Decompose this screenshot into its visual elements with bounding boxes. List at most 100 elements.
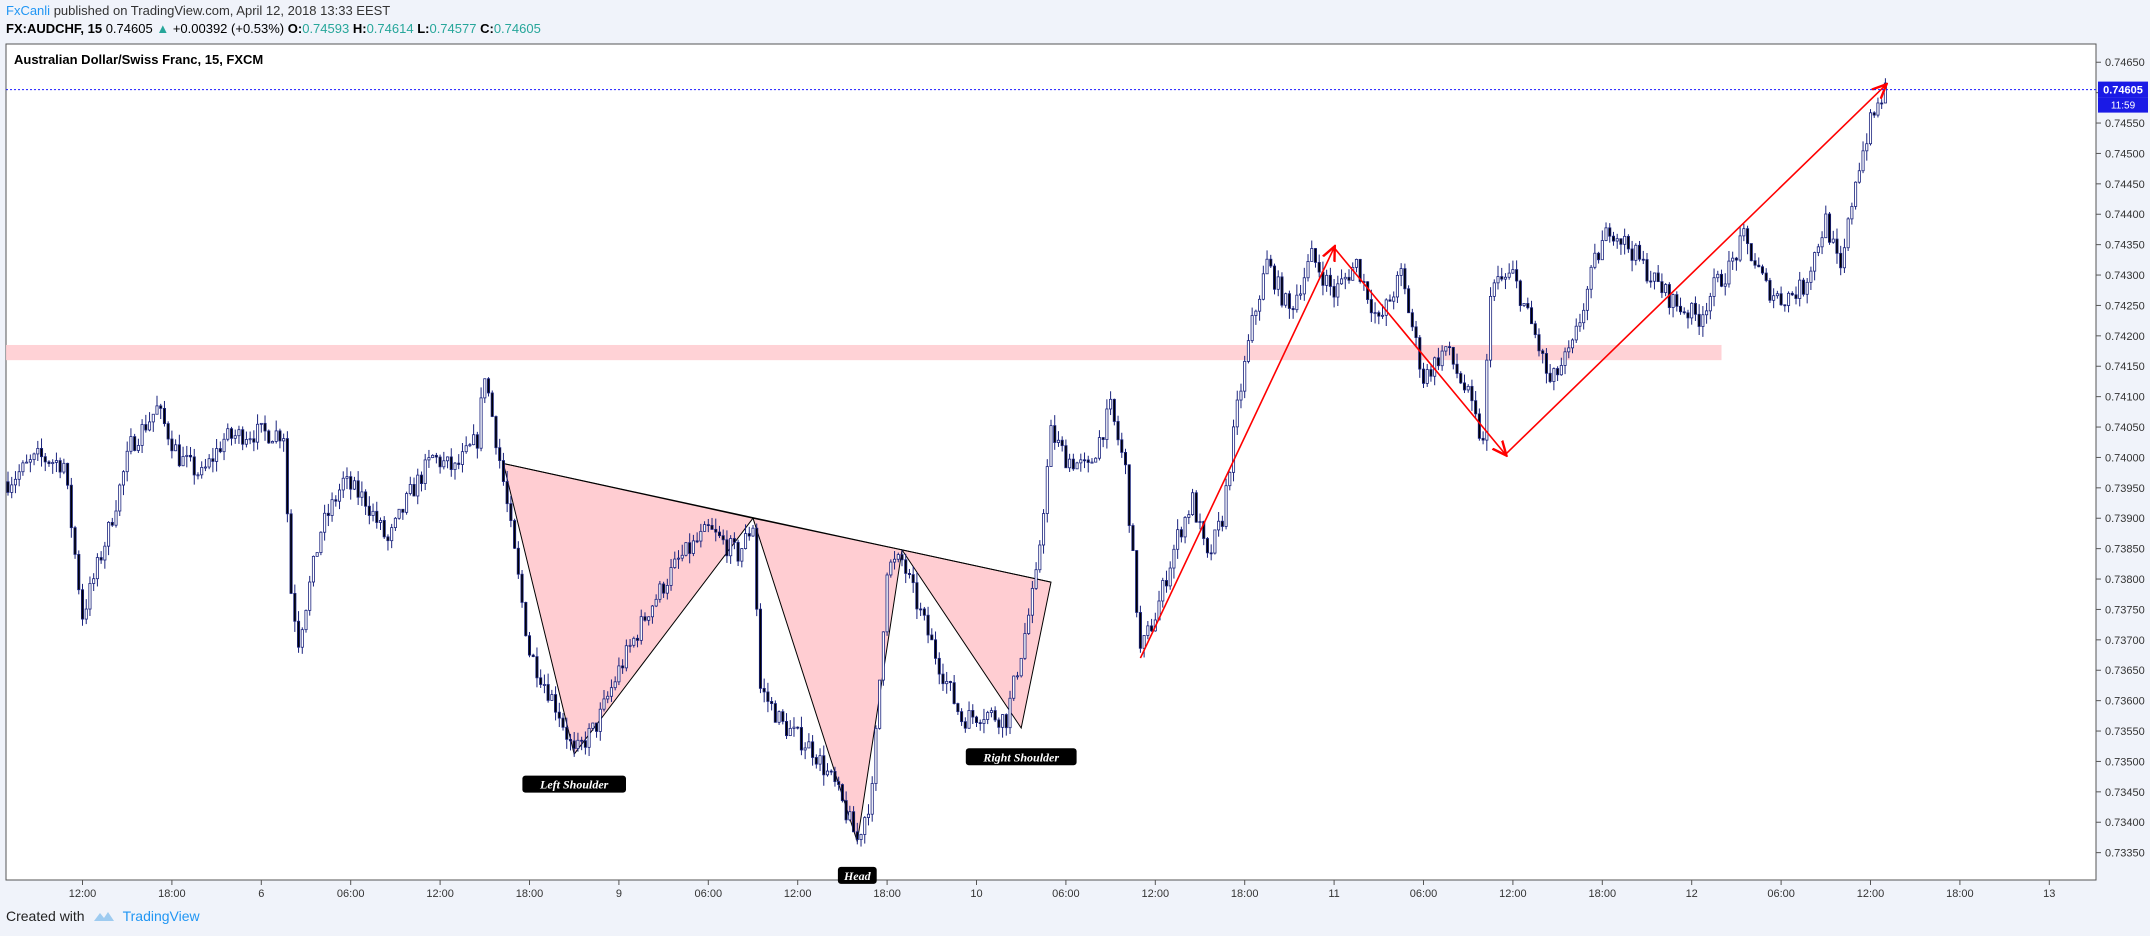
- candle: [643, 612, 647, 622]
- candle: [822, 745, 826, 786]
- candle: [703, 521, 707, 532]
- candle: [1746, 225, 1750, 255]
- candle: [583, 731, 587, 755]
- candle: [1772, 288, 1776, 309]
- candle: [811, 735, 815, 766]
- candle-body: [1205, 538, 1209, 554]
- candle: [941, 663, 945, 691]
- candle: [226, 423, 230, 442]
- candle: [1552, 367, 1556, 391]
- candle: [1209, 544, 1213, 561]
- x-tick-label: 06:00: [1052, 888, 1080, 900]
- candle-body: [1083, 459, 1087, 462]
- candle-body: [1232, 426, 1236, 473]
- candle: [1801, 277, 1805, 297]
- candle-body: [1064, 445, 1068, 469]
- candle: [1232, 419, 1236, 482]
- candle-body: [1459, 373, 1463, 384]
- candle-body: [285, 438, 289, 515]
- candle: [1481, 431, 1485, 445]
- candle: [1399, 263, 1403, 287]
- candle-body: [1239, 390, 1243, 401]
- candle: [863, 816, 867, 844]
- candle-body: [1842, 247, 1846, 269]
- candle: [744, 524, 748, 550]
- candle: [1012, 675, 1016, 701]
- candle-body: [1060, 439, 1064, 447]
- candle-body: [911, 574, 915, 584]
- candle: [1023, 622, 1027, 661]
- y-tick-label: 0.73450: [2105, 787, 2145, 799]
- candle: [1045, 459, 1049, 523]
- candle-body: [811, 741, 815, 758]
- candle-body: [1857, 170, 1861, 183]
- candle: [1522, 303, 1526, 308]
- candle: [1347, 269, 1351, 284]
- y-tick-label: 0.74200: [2105, 331, 2145, 343]
- x-tick-label: 13: [2043, 888, 2055, 900]
- candle-body: [1880, 102, 1884, 105]
- candle: [345, 467, 349, 490]
- candle-body: [1090, 461, 1094, 464]
- candle-body: [818, 755, 822, 765]
- candle-body: [1261, 273, 1265, 300]
- candle-body: [1589, 266, 1593, 290]
- candle: [13, 471, 17, 494]
- candle-body: [323, 512, 327, 533]
- candle: [844, 791, 848, 824]
- candle-body: [218, 448, 222, 453]
- candle: [162, 400, 166, 427]
- candle-body: [796, 726, 800, 729]
- y-tick-label: 0.74300: [2105, 270, 2145, 282]
- candle-body: [580, 739, 584, 742]
- candle: [1332, 278, 1336, 308]
- candle-body: [1641, 258, 1645, 261]
- candle: [1734, 256, 1738, 271]
- candle-body: [609, 687, 613, 697]
- tradingview-brand-link[interactable]: TradingView: [122, 908, 200, 924]
- author-link[interactable]: FxCanli: [6, 3, 51, 18]
- candle: [1135, 550, 1139, 618]
- candle-body: [241, 429, 245, 445]
- candle: [770, 697, 774, 711]
- candle: [1299, 284, 1303, 300]
- candle: [1191, 488, 1195, 516]
- candle: [896, 552, 900, 563]
- resistance-zone: [6, 344, 1722, 361]
- candle-body: [1567, 347, 1571, 353]
- candle: [43, 452, 47, 472]
- candle: [1842, 238, 1846, 273]
- candle-body: [1429, 369, 1433, 377]
- candle-body: [1142, 635, 1146, 649]
- candle-body: [501, 460, 505, 482]
- candle: [215, 438, 219, 472]
- candle-body: [628, 644, 632, 647]
- y-tick-label: 0.74350: [2105, 240, 2145, 252]
- candle: [1001, 714, 1005, 738]
- candle: [200, 461, 204, 479]
- candles: [6, 78, 1887, 847]
- candle-body: [103, 545, 107, 561]
- candle-body: [1019, 657, 1023, 677]
- candle: [1585, 286, 1589, 321]
- candle-body: [520, 573, 524, 603]
- candle: [28, 454, 32, 473]
- candle: [229, 426, 234, 446]
- candle: [472, 424, 476, 446]
- candle: [1641, 250, 1645, 265]
- candle: [1518, 279, 1522, 312]
- candle-body: [747, 533, 751, 537]
- candle: [606, 691, 610, 704]
- candle: [140, 419, 144, 453]
- candle: [799, 716, 803, 756]
- candle-body: [1764, 272, 1768, 281]
- candle: [51, 459, 55, 474]
- candle: [893, 551, 897, 570]
- candle: [1261, 265, 1265, 301]
- candle: [416, 468, 420, 505]
- candle: [10, 476, 14, 499]
- candle-body: [852, 811, 856, 833]
- candle: [490, 390, 494, 418]
- candle-body: [1835, 238, 1839, 254]
